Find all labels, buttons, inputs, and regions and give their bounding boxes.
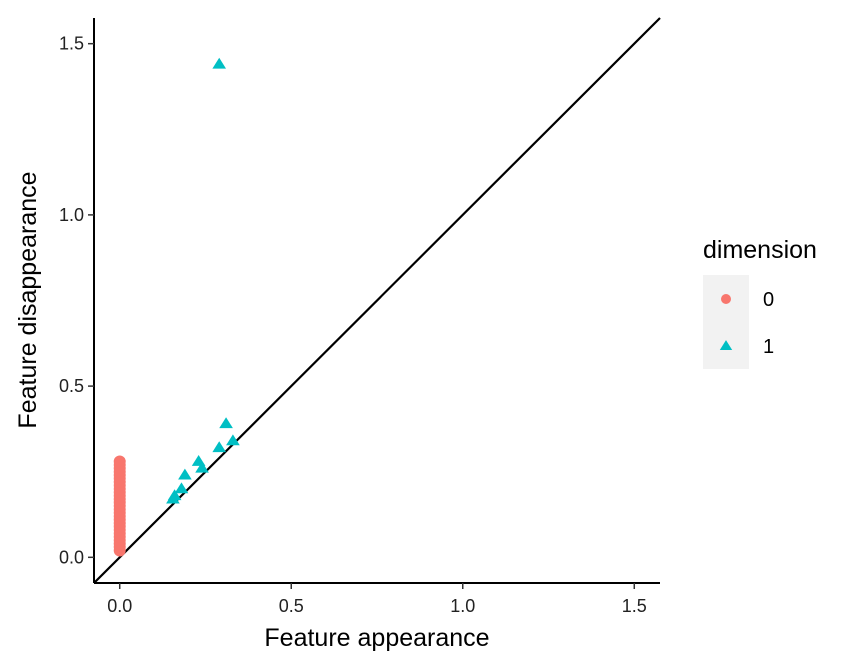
data-point-dim-1 — [212, 441, 227, 453]
x-tick-label: 1.0 — [450, 596, 475, 616]
data-point-dim-1 — [219, 417, 233, 429]
y-tick-label: 0.0 — [59, 547, 84, 567]
data-point-dim-1 — [195, 461, 209, 473]
legend-label: 0 — [763, 289, 774, 311]
legend-key-circle — [721, 294, 731, 304]
y-tick-label: 1.5 — [59, 34, 84, 54]
y-axis-title: Feature disappearance — [14, 171, 42, 428]
data-point-dim-1 — [212, 57, 227, 69]
x-tick-label: 1.5 — [622, 596, 647, 616]
data-point-dim-0 — [113, 455, 126, 468]
x-axis-title: Feature appearance — [264, 624, 489, 652]
x-tick-label: 0.0 — [107, 596, 132, 616]
data-points — [113, 57, 240, 557]
data-point-dim-1 — [178, 468, 192, 480]
legend-title: dimension — [703, 236, 817, 264]
legend-key-triangle — [719, 340, 733, 350]
legend: dimension 01 — [703, 236, 817, 369]
y-tick-label: 0.5 — [59, 376, 84, 396]
legend-entries: 01 — [719, 289, 774, 358]
data-point-dim-1 — [174, 482, 189, 494]
diagonal-reference-line — [93, 17, 661, 584]
legend-label: 1 — [763, 336, 774, 358]
data-point-dim-1 — [166, 492, 180, 504]
legend-key-background — [703, 275, 749, 369]
axes: 0.0 0.5 1.0 1.5 0.0 0.5 1.0 1.5 — [59, 18, 660, 616]
plot-area — [93, 17, 661, 584]
x-tick-label: 0.5 — [279, 596, 304, 616]
y-tick-label: 1.0 — [59, 205, 84, 225]
data-point-dim-1 — [226, 434, 240, 446]
